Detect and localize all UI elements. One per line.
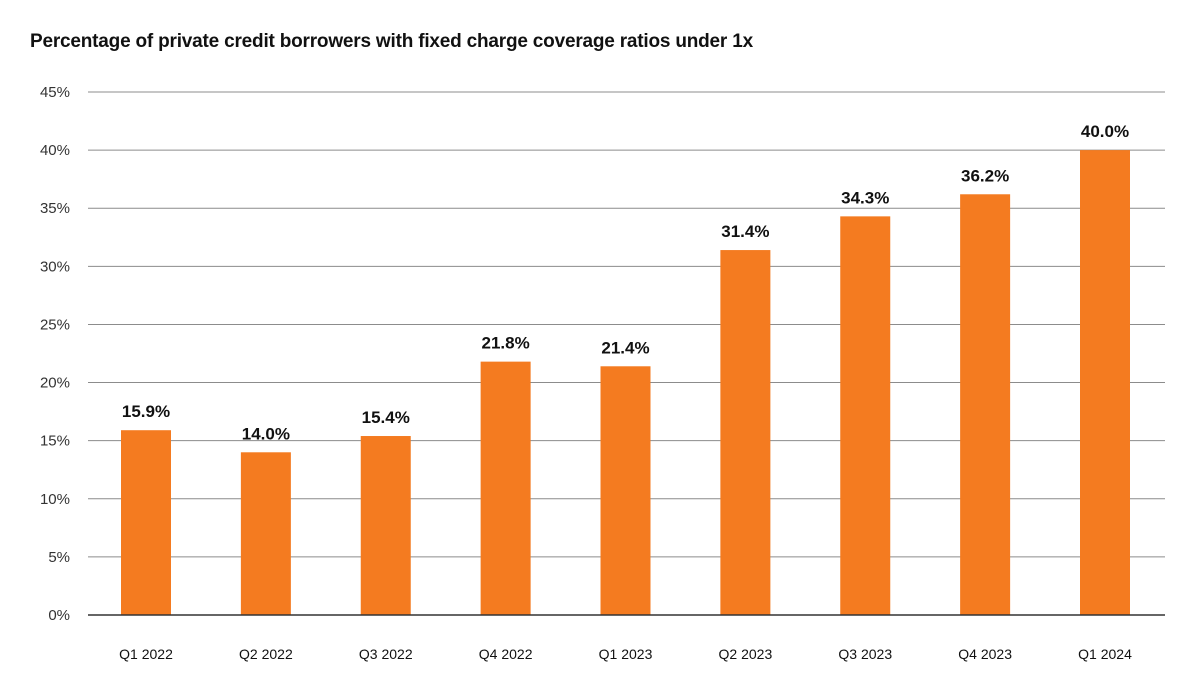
data-label: 40.0% <box>1081 122 1129 141</box>
y-tick-label: 5% <box>48 549 70 566</box>
bars <box>121 150 1130 615</box>
x-tick-label: Q3 2022 <box>359 646 413 662</box>
data-label: 31.4% <box>721 222 769 241</box>
bar <box>600 366 651 615</box>
x-tick-label: Q2 2022 <box>239 646 293 662</box>
data-label: 34.3% <box>841 188 889 207</box>
bar <box>1080 150 1130 615</box>
y-tick-label: 45% <box>40 84 70 101</box>
bar <box>240 452 291 615</box>
bar <box>480 361 531 615</box>
chart-title: Percentage of private credit borrowers w… <box>30 31 753 52</box>
data-label: 36.2% <box>961 166 1009 185</box>
x-tick-label: Q4 2022 <box>479 646 533 662</box>
bar <box>840 216 891 615</box>
bar <box>720 250 771 615</box>
data-label: 21.8% <box>482 334 530 353</box>
y-tick-label: 20% <box>40 375 70 392</box>
data-label: 15.4% <box>362 408 410 427</box>
x-tick-label: Q4 2023 <box>958 646 1012 662</box>
x-tick-label: Q2 2023 <box>719 646 773 662</box>
x-tick-label: Q3 2023 <box>838 646 892 662</box>
bar <box>960 194 1011 615</box>
y-tick-label: 40% <box>40 142 70 159</box>
x-tick-label: Q1 2022 <box>119 646 173 662</box>
data-labels: 15.9% 14.0% 15.4% 21.8% 21.4% 31.4% 34.3% 36.2%… <box>122 122 1129 443</box>
data-label: 21.4% <box>601 338 649 357</box>
bar <box>121 430 171 615</box>
y-tick-label: 0% <box>48 607 70 624</box>
y-tick-label: 25% <box>40 316 70 333</box>
data-label: 14.0% <box>242 424 290 443</box>
y-tick-label: 30% <box>40 258 70 275</box>
x-tick-label: Q1 2023 <box>599 646 653 662</box>
y-tick-label: 10% <box>40 491 70 508</box>
y-tick-label: 35% <box>40 200 70 217</box>
y-tick-label: 15% <box>40 433 70 450</box>
x-tick-label: Q1 2024 <box>1078 646 1132 662</box>
y-axis-tick-labels: 0% 5% 10% 15% 20% 25% 30% 35% 40% 45% <box>40 84 70 624</box>
bar <box>360 436 411 615</box>
x-axis-tick-labels: Q1 2022 Q2 2022 Q3 2022 Q4 2022 Q1 2023 Q2 20… <box>119 646 1132 662</box>
data-label: 15.9% <box>122 402 170 421</box>
